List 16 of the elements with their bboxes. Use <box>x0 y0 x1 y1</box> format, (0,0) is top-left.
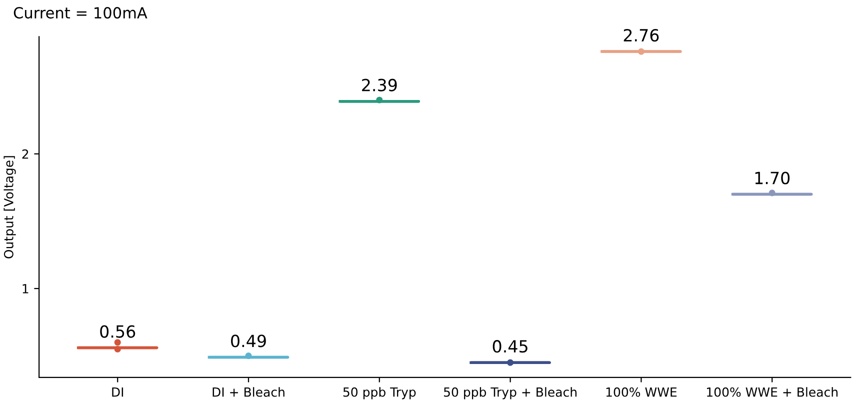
x-tick-label: 100% WWE <box>606 387 677 397</box>
text: 0.56 <box>100 325 136 338</box>
text: 2.76 <box>624 28 659 42</box>
text: 2.39 <box>362 78 397 92</box>
chart-title: Current = 100mA <box>14 7 148 19</box>
x-tick-label: 50 ppb Tryp + Bleach <box>444 387 577 400</box>
y-tick-label: 1 <box>22 284 28 294</box>
y-tick-label: 2 <box>22 149 28 159</box>
x-tick-label: 50 ppb Tryp <box>343 387 416 400</box>
y-axis-title: Output [Voltage] <box>4 156 16 258</box>
x-tick-label: DI + Bleach <box>212 387 284 397</box>
x-tick-label: 100% WWE + Bleach <box>707 387 838 397</box>
text: 1.70 <box>755 172 790 184</box>
text: 0.45 <box>492 340 528 353</box>
x-tick-label: DI <box>112 388 124 397</box>
text: 0.49 <box>231 334 266 348</box>
